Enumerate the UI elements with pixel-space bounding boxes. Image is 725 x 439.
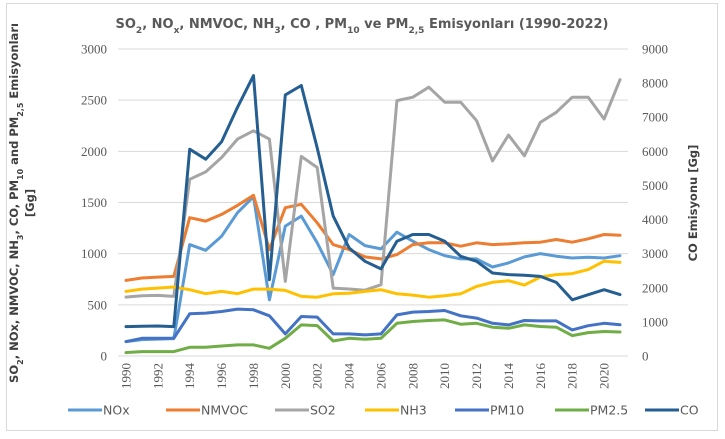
x-tick-label: 2014 [501, 363, 516, 390]
y-tick-label: 2000 [81, 144, 107, 159]
legend-item-pm25: PM2.5 [555, 403, 628, 418]
y2-tick-label: 6000 [642, 144, 668, 159]
x-tick-label: 2000 [278, 363, 293, 389]
series-line-pm25 [124, 318, 622, 355]
gridlines [118, 48, 628, 357]
y-tick-label: 0 [101, 349, 108, 364]
y2-tick-label: 0 [642, 349, 649, 364]
title-text: SO [116, 17, 136, 32]
left-y-axis-title: SO2, NOx, NMVOC, NH3, CO, PM10 and PM2,5… [7, 23, 25, 383]
x-tick-label: 2012 [469, 363, 484, 389]
x-tick-label: 2010 [437, 363, 452, 389]
ylabel-text: , NOx, NMVOC, NH [7, 240, 21, 359]
ylabel-text: Emisyonları [7, 23, 21, 103]
y2-tick-label: 1000 [642, 314, 668, 329]
legend-item-so2: SO2 [275, 403, 336, 418]
title-text: ve PM [360, 17, 409, 32]
chart-title: SO2, NOx, NMVOC, NH3, CO , PM10 ve PM2,5… [116, 17, 609, 36]
y-tick-label: 500 [88, 297, 108, 312]
title-subscript: 10 [347, 26, 360, 36]
legend-label: NH3 [400, 403, 427, 418]
series-line-pm10 [124, 307, 622, 344]
legend-item-co: CO [645, 403, 699, 418]
right-y-axis: 0 1000 2000 3000 4000 5000 6000 7000 8000 9000 [642, 42, 668, 364]
series-line-nh3 [124, 259, 622, 299]
y2-tick-label: 3000 [642, 246, 668, 261]
series-line-so2 [124, 78, 622, 299]
y-tick-label: 1500 [81, 195, 107, 210]
legend-label: NMVOC [201, 403, 248, 418]
title-text: , CO , PM [281, 17, 348, 32]
y2-tick-label: 2000 [642, 280, 668, 295]
legend-item-nox: NOx [68, 403, 130, 418]
x-axis: 1990 1992 1994 1996 1998 2000 2002 2004 2006 2008… [118, 363, 611, 390]
legend: NOx NMVOC SO2 NH3 PM10 PM2.5 CO [68, 403, 699, 418]
y-tick-label: 1000 [81, 246, 107, 261]
chart-frame [6, 3, 718, 431]
series-line-nox [124, 195, 622, 344]
legend-label: PM10 [490, 403, 524, 418]
ylabel-subscript: 10 [16, 168, 25, 180]
ylabel-text: SO [7, 365, 21, 383]
series-line-co [124, 74, 622, 329]
y2-tick-label: 7000 [642, 110, 668, 125]
title-subscript: 2,5 [408, 26, 424, 36]
legend-label: NOx [103, 403, 130, 418]
legend-item-nmvoc: NMVOC [166, 403, 248, 418]
right-y-axis-title: CO Emisyonu [Gg] [686, 145, 700, 262]
x-tick-label: 2020 [597, 363, 612, 389]
ylabel-subscript: 2,5 [16, 102, 25, 117]
title-text: , NO [142, 17, 173, 32]
x-tick-label: 2004 [342, 363, 357, 390]
x-tick-label: 2008 [405, 363, 420, 389]
y2-tick-label: 9000 [642, 42, 668, 57]
series-lines [124, 74, 622, 355]
y2-tick-label: 5000 [642, 178, 668, 193]
x-tick-label: 1994 [182, 363, 197, 390]
x-tick-label: 1992 [150, 363, 165, 389]
y2-tick-label: 8000 [642, 76, 668, 91]
legend-label: PM2.5 [590, 403, 628, 418]
legend-label: CO [680, 403, 699, 418]
x-tick-label: 2018 [565, 363, 580, 389]
title-subscript: 3 [274, 26, 280, 36]
title-subscript: 2 [136, 26, 142, 36]
ylabel-subscript: 2 [16, 359, 25, 365]
legend-label: SO2 [310, 403, 336, 418]
x-tick-label: 2002 [310, 363, 325, 389]
title-text: Emisyonları (1990-2022) [424, 17, 608, 32]
x-tick-label: 2006 [373, 363, 388, 390]
legend-item-pm10: PM10 [455, 403, 524, 418]
y-tick-label: 3000 [81, 42, 107, 57]
series-line-nmvoc [124, 193, 622, 282]
ylabel-text: , CO, PM [7, 180, 21, 235]
y-tick-label: 2500 [81, 93, 107, 108]
x-tick-label: 1996 [214, 363, 229, 390]
left-y-axis-title-unit: [Gg] [23, 189, 37, 217]
y2-tick-label: 4000 [642, 212, 668, 227]
left-y-axis: 0 500 1000 1500 2000 2500 3000 [81, 42, 107, 364]
title-subscript: x [174, 26, 180, 36]
x-tick-label: 2016 [533, 363, 548, 390]
legend-item-nh3: NH3 [365, 403, 427, 418]
ylabel-text: and PM [7, 117, 21, 169]
x-tick-label: 1990 [118, 363, 133, 389]
x-tick-label: 1998 [246, 363, 261, 389]
ylabel-subscript: 3 [16, 235, 25, 241]
title-text: , NMVOC, NH [179, 17, 274, 32]
